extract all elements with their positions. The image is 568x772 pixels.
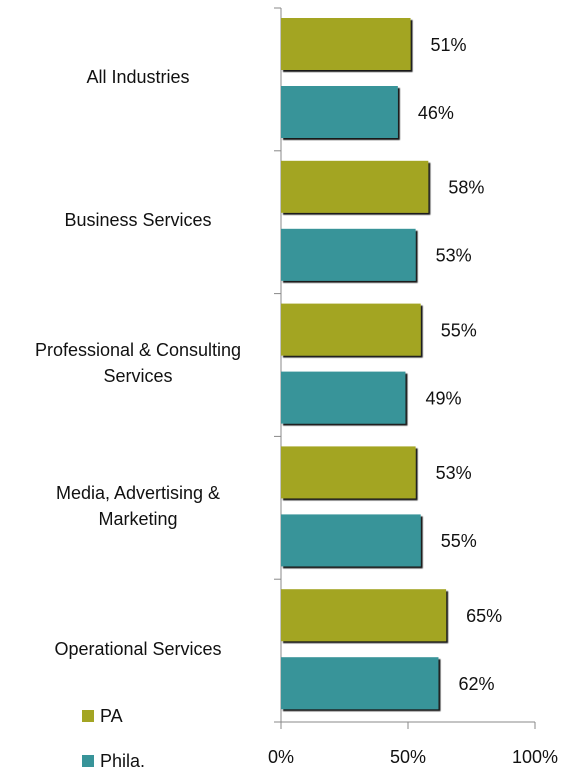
- legend-label: Phila.: [100, 751, 145, 771]
- value-label: 58%: [448, 178, 484, 198]
- x-tick-label: 50%: [390, 747, 426, 767]
- bar: [281, 589, 447, 642]
- category-label: Professional & Consulting Services: [34, 340, 242, 386]
- value-label: 65%: [466, 606, 502, 626]
- bar: [281, 160, 429, 213]
- category-label: Operational Services: [54, 638, 222, 659]
- category-label: Media, Advertising & Marketing: [55, 482, 221, 529]
- value-label: 51%: [431, 35, 467, 55]
- value-label: 62%: [458, 674, 494, 694]
- value-label: 55%: [441, 531, 477, 551]
- bar: [281, 657, 439, 710]
- legend-swatch: [82, 710, 94, 722]
- bar: [281, 371, 406, 424]
- bar: [281, 303, 421, 356]
- category-label: All Industries: [86, 67, 190, 88]
- legend-swatch: [82, 755, 94, 767]
- bar: [281, 446, 416, 499]
- value-label: 49%: [425, 388, 461, 408]
- bar: [281, 18, 411, 70]
- value-label: 46%: [418, 103, 454, 123]
- bar: [281, 86, 398, 138]
- category-label: Business Services: [64, 210, 212, 231]
- bar: [281, 514, 421, 567]
- value-label: 55%: [441, 320, 477, 340]
- x-tick-label: 0%: [268, 747, 294, 767]
- x-tick-label: 100%: [512, 747, 558, 767]
- value-label: 53%: [436, 246, 472, 266]
- value-label: 53%: [436, 463, 472, 483]
- legend-label: PA: [100, 706, 123, 726]
- bar: [281, 228, 416, 281]
